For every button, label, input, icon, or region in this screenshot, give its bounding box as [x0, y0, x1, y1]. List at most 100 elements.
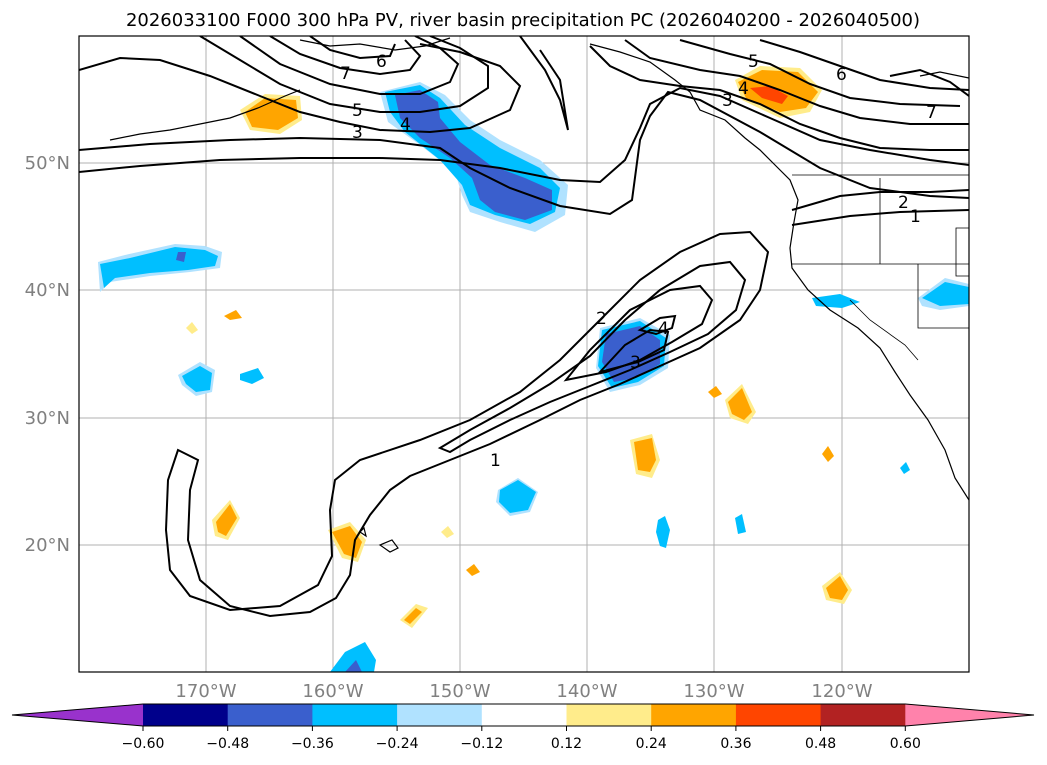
contour-label-north-7: 7	[340, 64, 351, 84]
pv-contour-east-7	[889, 68, 969, 97]
fill-blob-h-dark	[345, 660, 362, 672]
contour-label-coast-3: 3	[722, 91, 733, 111]
pv-contour-5	[239, 36, 460, 95]
fill-small-d	[441, 526, 454, 538]
pv-contour-6	[269, 36, 422, 76]
fill-hawaii-w-orange	[216, 504, 237, 536]
latitude-labels: 50°N 40°N 30°N 20°N	[25, 153, 70, 556]
fill-blob-b	[240, 368, 264, 384]
colorbar-tick-label: −0.36	[291, 736, 334, 752]
fill-blob-i	[900, 462, 910, 474]
fill-blob-a	[182, 366, 212, 392]
colorbar-tick-label: 0.48	[805, 736, 836, 752]
border-state-c	[917, 264, 969, 329]
fill-e30-orange	[728, 388, 752, 420]
colorbar-tick-label: 0.12	[551, 736, 582, 752]
coast-aleutians	[109, 89, 301, 141]
colorbar-segment	[397, 704, 483, 726]
colorbar-ticks: −0.60 −0.48 −0.36 −0.24 −0.12 0.12 0.24 0.36 0.4…	[122, 726, 921, 752]
contour-labels: 7 6 5 4 3 5 4 3 6 7 2 1 2 4 3 1	[340, 52, 937, 471]
colorbar-tick-label: −0.48	[206, 736, 249, 752]
pv-contours	[79, 36, 969, 618]
coast-canada-north	[919, 71, 969, 79]
contour-label-sub-3: 3	[630, 353, 641, 373]
contour-label-east-2: 2	[898, 193, 909, 213]
lon-label-160w: 160°W	[302, 681, 363, 702]
colorbar-tick-label: −0.24	[376, 736, 419, 752]
lat-label-20n: 20°N	[25, 535, 70, 556]
fill-small-b	[186, 322, 198, 334]
colorbar-segment	[312, 704, 398, 726]
fill-gulf-alaska-dark	[395, 90, 552, 220]
colorbar-segment	[651, 704, 737, 726]
colorbar-extend-high	[905, 704, 1034, 726]
map-background	[79, 36, 969, 672]
colorbar-tick-label: 0.24	[636, 736, 667, 752]
fill-blob-h	[330, 642, 376, 672]
contour-label-coast-5: 5	[748, 52, 759, 72]
fill-west45-mid	[100, 247, 218, 288]
colorbar-segment	[481, 704, 567, 726]
fill-s13-orange	[404, 608, 422, 624]
contour-label-coast-4: 4	[738, 79, 749, 99]
colorbar-tick-label: 0.36	[720, 736, 751, 752]
contour-label-sub-4: 4	[658, 319, 669, 339]
lon-label-130w: 130°W	[683, 681, 744, 702]
fill-blob-g	[922, 282, 969, 306]
fill-blob-e	[735, 514, 746, 534]
lat-label-50n: 50°N	[25, 153, 70, 174]
figure-title: 2026033100 F000 300 hPa PV, river basin …	[126, 10, 920, 31]
pv-contour-east-4	[624, 39, 969, 125]
pv-contour-7	[309, 36, 396, 60]
fill-small-c	[224, 310, 242, 320]
contour-label-north-5: 5	[352, 101, 363, 121]
pv-contour-ridge	[519, 36, 569, 131]
pv-contour-sub-1b	[437, 260, 747, 454]
contour-label-east-7: 7	[926, 103, 937, 123]
lon-label-170w: 170°W	[175, 681, 236, 702]
contour-label-east-6: 6	[836, 65, 847, 85]
map-panel: 7 6 5 4 3 5 4 3 6 7 2 1 2 4 3 1	[78, 35, 970, 673]
fill-blob-d	[656, 516, 670, 548]
border-state-e	[849, 299, 919, 361]
colorbar-segment	[820, 704, 906, 726]
contour-label-east-1: 1	[910, 207, 921, 227]
pv-contour-sub-3	[596, 328, 670, 374]
coast-hawaii-a	[378, 539, 399, 553]
border-state-d	[955, 227, 969, 277]
pv-contour-east-3	[589, 45, 969, 151]
pv-contour-east-5	[679, 39, 961, 107]
contour-label-north-4: 4	[400, 115, 411, 135]
colorbar-segments	[11, 703, 1035, 727]
longitude-labels: 170°W 160°W 150°W 140°W 130°W 120°W	[175, 681, 872, 702]
pv-contour-east-2b	[791, 189, 969, 211]
map-frame	[78, 35, 970, 673]
lat-label-40n: 40°N	[25, 280, 70, 301]
colorbar-segment	[227, 704, 313, 726]
coastlines	[109, 37, 969, 553]
fill-mid-orange	[634, 438, 656, 472]
fill-e30-small	[708, 386, 722, 398]
lat-label-30n: 30°N	[25, 408, 70, 429]
contour-label-north-6: 6	[376, 52, 387, 72]
colorbar-segment	[735, 704, 822, 726]
fill-blob-c	[499, 480, 536, 513]
lon-label-120w: 120°W	[811, 681, 872, 702]
colorbar-tick-label: −0.60	[122, 736, 165, 752]
fill-small-a	[822, 446, 834, 462]
contour-label-sub-1: 1	[490, 451, 501, 471]
pv-contour-4	[199, 36, 489, 113]
contour-label-north-3: 3	[352, 123, 363, 143]
pv-contour-sub-4	[637, 314, 677, 336]
colorbar-segment	[566, 704, 652, 726]
pv-contour-3	[79, 43, 522, 134]
contour-label-sub-2: 2	[596, 309, 607, 329]
fill-coast-red	[750, 86, 788, 104]
pv-contour-east-6	[759, 39, 969, 91]
colorbar-segment	[143, 704, 229, 726]
lon-label-140w: 140°W	[556, 681, 617, 702]
pv-contour-sub-1	[164, 230, 770, 618]
pv-contour-east-1b	[791, 209, 969, 226]
pv-contour-2	[79, 86, 969, 184]
